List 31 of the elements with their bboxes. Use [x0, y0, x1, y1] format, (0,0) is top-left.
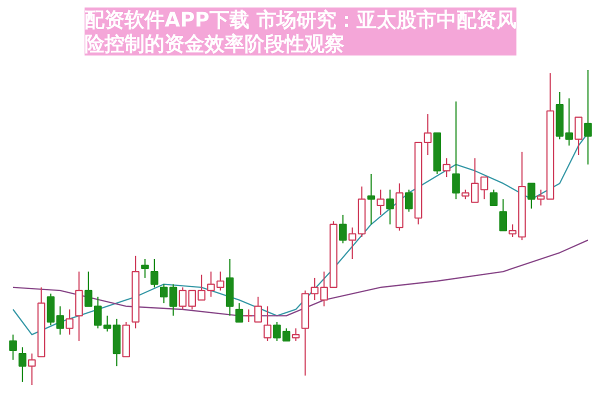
candlestick: [9, 334, 17, 360]
candlestick: [528, 182, 536, 210]
candlestick: [18, 346, 26, 382]
candlestick: [169, 284, 178, 316]
candlestick: [499, 198, 508, 232]
candlestick: [424, 113, 432, 156]
candlestick: [150, 258, 158, 288]
candlestick: [292, 328, 300, 342]
candlestick: [490, 189, 498, 206]
candlestick: [160, 284, 168, 304]
candlestick: [348, 226, 356, 260]
candlestick: [66, 308, 74, 336]
candlestick: [235, 302, 244, 323]
candlestick: [367, 173, 376, 225]
chart-title: 配资软件APP下载 市场研究：亚太股市中配资风险控制的资金效率阶段性观察: [84, 8, 516, 56]
candlestick: [244, 308, 253, 323]
candlestick: [386, 189, 394, 225]
candlestick: [536, 189, 545, 206]
candlestick: [103, 315, 112, 332]
candlestick: [442, 158, 450, 178]
candlestick: [574, 116, 582, 156]
candlestick: [452, 100, 460, 200]
candlestick: [28, 352, 36, 386]
candlestick: [339, 214, 347, 244]
candlestick: [56, 306, 64, 336]
candlestick: [254, 296, 262, 323]
candlestick: [376, 189, 385, 216]
candlestick: [141, 258, 149, 279]
candlestick: [584, 69, 592, 166]
candlestick: [404, 189, 413, 212]
candlestick: [264, 306, 272, 342]
